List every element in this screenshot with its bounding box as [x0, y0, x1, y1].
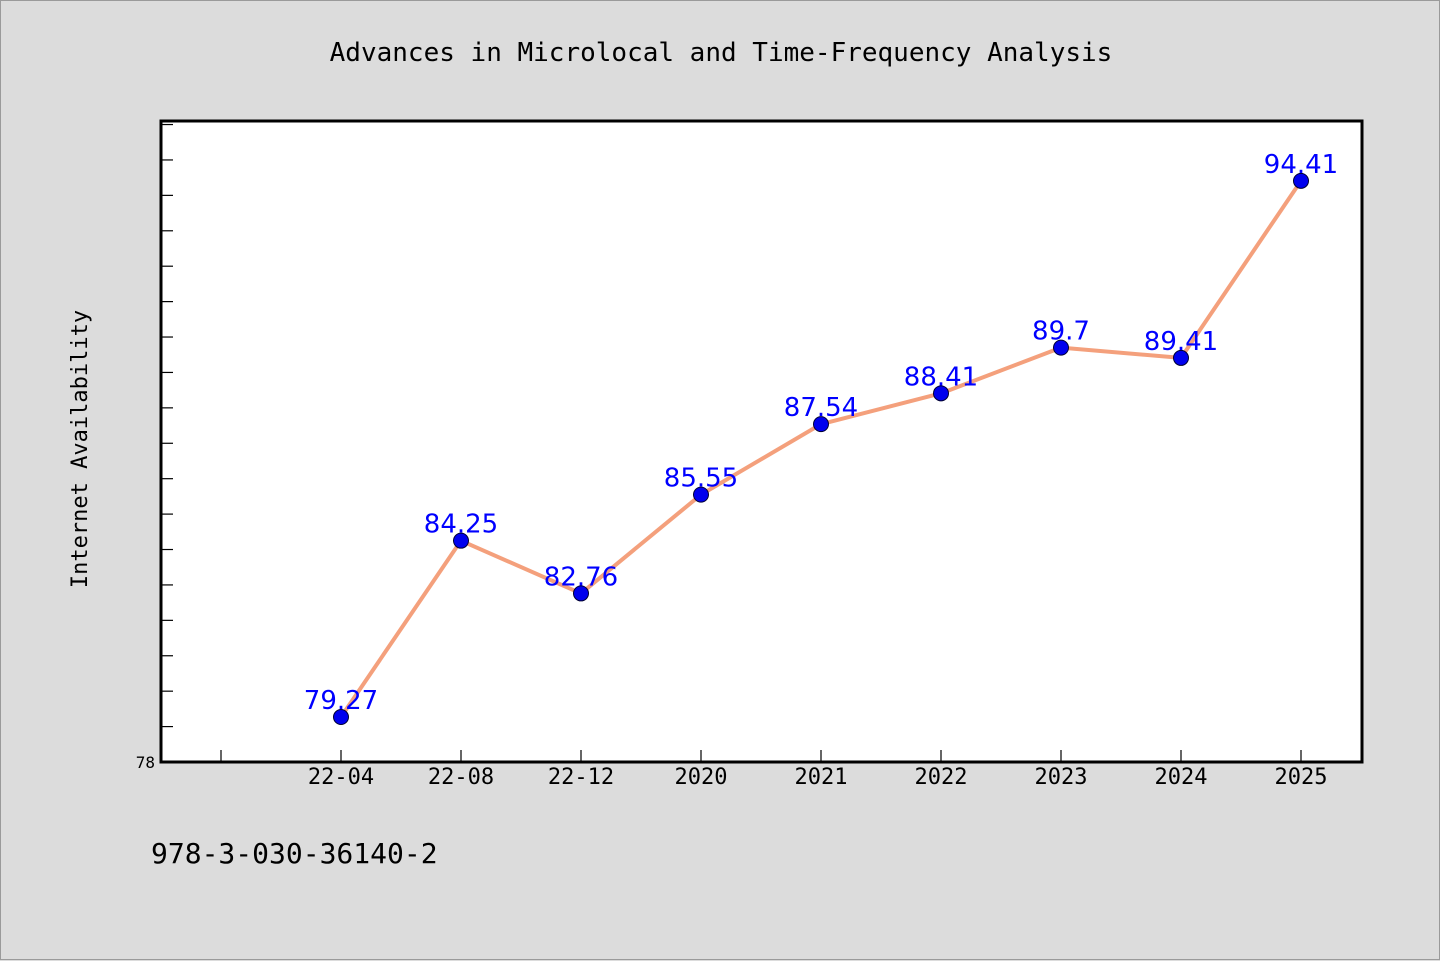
- x-tick-label: 22-08: [428, 765, 494, 790]
- data-label: 89.41: [1144, 327, 1218, 357]
- data-point: [813, 416, 829, 433]
- data-label: 85.55: [664, 464, 738, 494]
- data-label: 82.76: [544, 562, 618, 592]
- x-tick-label: 2022: [915, 765, 968, 790]
- y-axis-label: Internet Availability: [68, 310, 93, 588]
- chart-title: Advances in Microlocal and Time-Frequenc…: [330, 38, 1113, 68]
- data-point: [933, 385, 949, 402]
- data-label: 79.27: [304, 686, 378, 716]
- y-tick-label: 78: [136, 753, 155, 772]
- data-point: [573, 585, 589, 602]
- data-point: [693, 486, 709, 503]
- data-labels: 79.27 84.25 82.76 85.55 87.54 88.41 89.7 89.41 9…: [304, 150, 1338, 716]
- axes: 78 22-04 22-08 22-12 2020 2021 2022 2023 2024 202…: [136, 123, 1328, 790]
- x-tick-label: 2024: [1155, 765, 1208, 790]
- series-line-group: [333, 172, 1309, 726]
- x-tick-label: 2020: [675, 765, 728, 790]
- data-point: [333, 709, 349, 726]
- x-tick-label: 2021: [795, 765, 848, 790]
- isbn-footer: 978-3-030-36140-2: [151, 837, 438, 870]
- x-tick-label: 2025: [1275, 765, 1328, 790]
- data-label: 94.41: [1264, 150, 1338, 180]
- data-label: 84.25: [424, 510, 498, 540]
- data-point: [1053, 339, 1069, 356]
- data-point: [1173, 349, 1189, 366]
- data-label: 89.7: [1032, 317, 1090, 347]
- data-point: [1293, 172, 1309, 189]
- x-tick-label: 2023: [1035, 765, 1088, 790]
- data-label: 88.41: [904, 362, 978, 392]
- x-tick-label: 22-12: [548, 765, 614, 790]
- data-point: [453, 532, 469, 549]
- data-label: 87.54: [784, 393, 858, 423]
- x-tick-label: 22-04: [308, 765, 374, 790]
- plot-area: [159, 119, 1364, 764]
